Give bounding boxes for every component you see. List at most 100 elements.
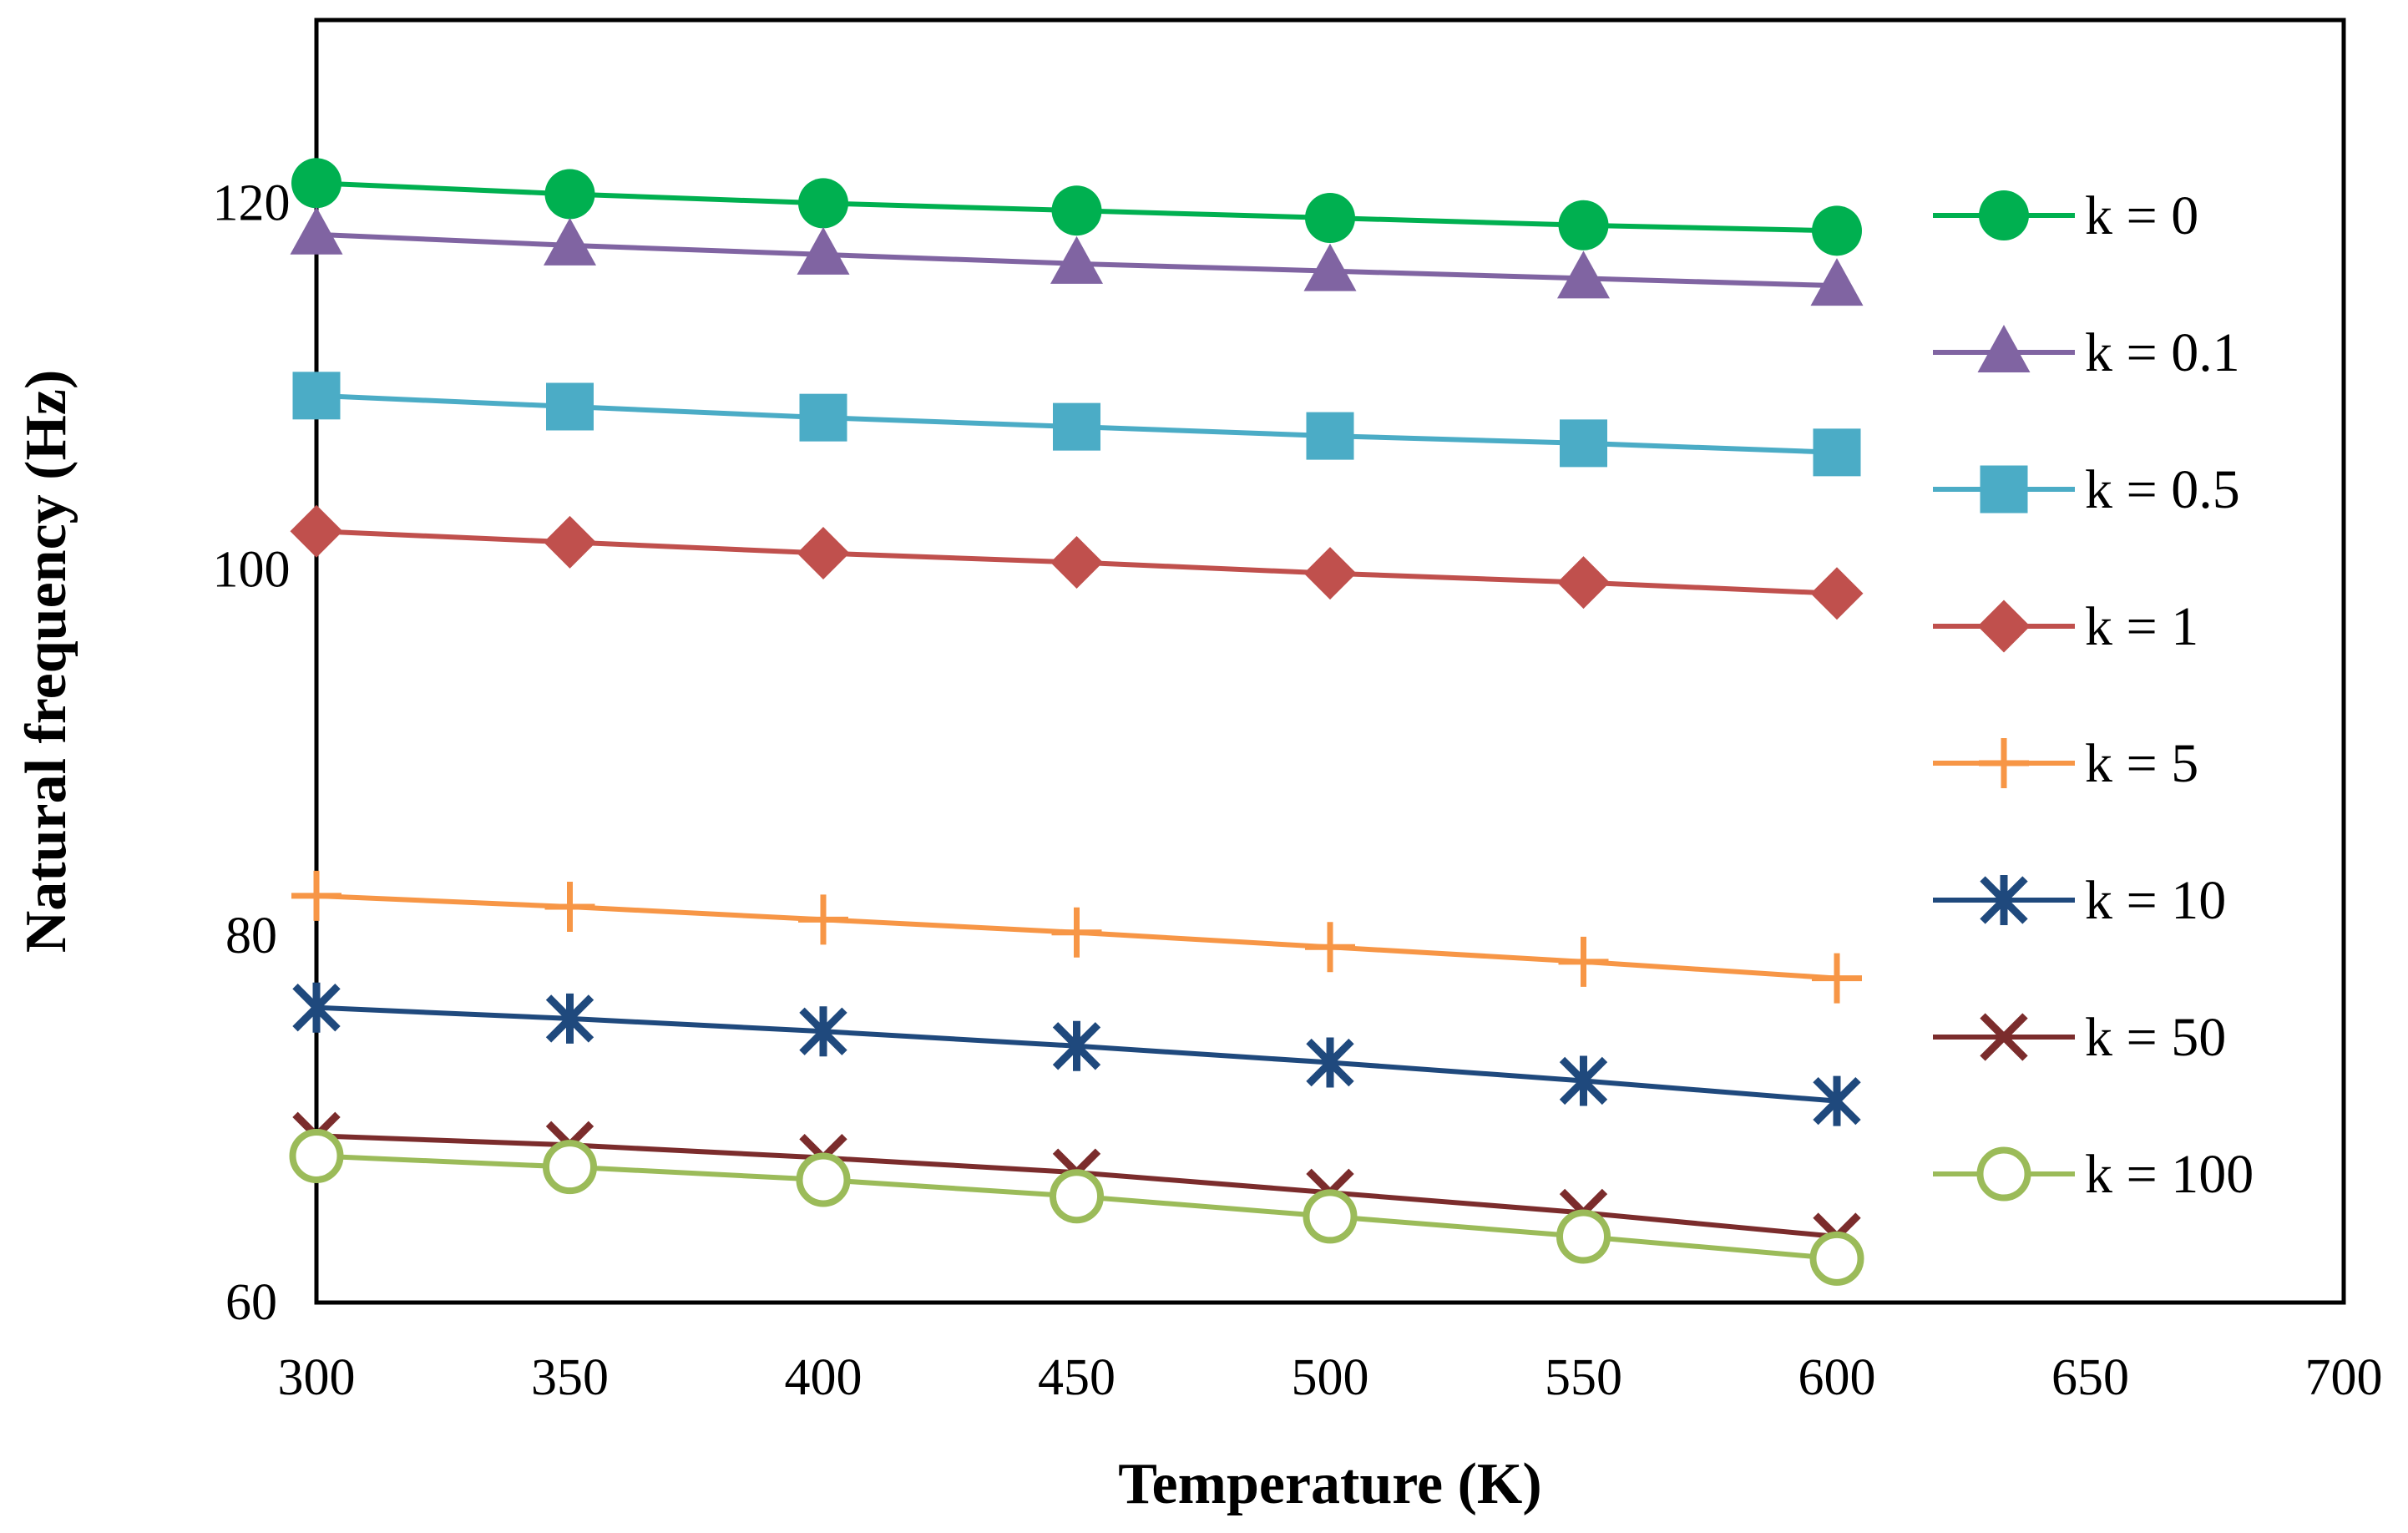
data-point [1306,412,1354,460]
legend-entry: k = 10 [1933,870,2226,931]
y-tick-label: 60 [225,1274,277,1331]
legend-label: k = 1 [2085,596,2198,657]
x-axis-ticks: 300 350 400 450 500 550 600 650 700 [278,1349,2383,1406]
y-axis-title: Natural frequency (Hz) [14,370,78,954]
data-point [1052,1020,1101,1071]
data-point [1558,936,1609,987]
legend-marker [1979,738,2029,788]
data-point [289,1128,344,1183]
series-k100 [289,1128,1864,1286]
x-tick-label: 350 [531,1349,609,1406]
series-k5 [291,870,1862,1004]
data-point [1305,192,1355,243]
data-point [1050,536,1103,589]
x-tick-label: 500 [1292,1349,1369,1406]
legend-marker [1977,325,2031,372]
data-point [1306,1037,1354,1088]
data-point [1559,1055,1608,1106]
x-tick-label: 600 [1798,1349,1876,1406]
data-point [1813,428,1861,477]
data-point [1557,556,1610,610]
x-tick-label: 550 [1545,1349,1622,1406]
data-point [1556,1209,1611,1264]
data-point [1303,547,1357,600]
data-point [797,226,850,275]
legend-label: k = 50 [2085,1007,2226,1068]
legend-entry: k = 50 [1933,1007,2226,1068]
legend-entry: k = 5 [1933,733,2198,794]
legend-marker [1980,875,2028,925]
legend-entry: k = 0 [1933,185,2198,246]
data-point [798,894,848,945]
data-point [1557,250,1610,299]
series-k10 [292,982,1861,1126]
plot-area-frame [314,18,2346,1305]
data-point [1051,907,1102,958]
data-point [544,217,596,266]
data-point [1053,402,1100,451]
legend-label: k = 10 [2085,870,2226,931]
data-point [290,206,343,255]
data-point [290,504,343,558]
legend-entry: k = 0.5 [1933,459,2240,520]
data-point [543,1140,597,1195]
legend-label: k = 0.1 [2085,322,2240,383]
y-axis-ticks: 60 80 100 120 [213,175,291,1331]
y-tick-label: 120 [213,175,291,231]
series-layer [289,158,1864,1286]
data-point [291,158,341,209]
data-point [1810,258,1864,306]
data-point [544,515,596,569]
data-point [1810,567,1864,620]
data-point [799,393,847,442]
x-tick-label: 400 [785,1349,863,1406]
data-point [797,527,850,580]
data-point [1812,205,1862,256]
x-axis-title: Temperature (K) [1118,1452,1541,1516]
data-point [1813,1075,1861,1126]
data-point [1050,1169,1104,1224]
x-tick-label: 450 [1038,1349,1115,1406]
legend-marker [1976,1146,2031,1202]
data-point [292,982,341,1033]
y-tick-label: 80 [225,908,277,964]
legend-marker [1979,190,2029,240]
data-point [545,993,594,1044]
legend-marker [1980,1013,2028,1061]
data-point [1560,419,1607,468]
data-point [1303,1189,1358,1244]
legend-entry: k = 0.1 [1933,322,2240,383]
data-point [799,1006,847,1057]
data-point [1558,200,1609,250]
series-k0 [291,158,1862,256]
legend-label: k = 5 [2085,733,2198,794]
data-point [1809,1231,1864,1286]
data-point [544,169,595,220]
series-k1 [290,504,1864,620]
x-tick-label: 700 [2305,1349,2383,1406]
legend-entry: k = 1 [1933,596,2198,657]
data-point [291,870,341,921]
legend-marker [1977,600,2031,653]
data-point [1812,953,1862,1004]
y-tick-label: 100 [213,541,291,598]
data-point [544,882,595,933]
data-point [1305,922,1355,973]
legend: k = 0 k = 0.1 k = 0.5 k = 1 k = 5 k = 10 k = 5… [1933,185,2254,1205]
data-point [798,178,848,229]
legend-label: k = 0 [2085,185,2198,246]
legend-label: k = 100 [2085,1144,2254,1205]
data-point [292,372,341,420]
series-k0-1 [290,206,1864,306]
x-tick-label: 300 [278,1349,356,1406]
data-point [796,1152,851,1207]
data-point [1050,235,1103,284]
legend-marker [1980,465,2028,514]
legend-label: k = 0.5 [2085,459,2240,520]
data-point [1303,243,1357,291]
legend-entry: k = 100 [1933,1144,2254,1205]
series-k0-5 [292,372,1861,477]
data-point [1051,185,1102,236]
data-point [546,382,594,431]
